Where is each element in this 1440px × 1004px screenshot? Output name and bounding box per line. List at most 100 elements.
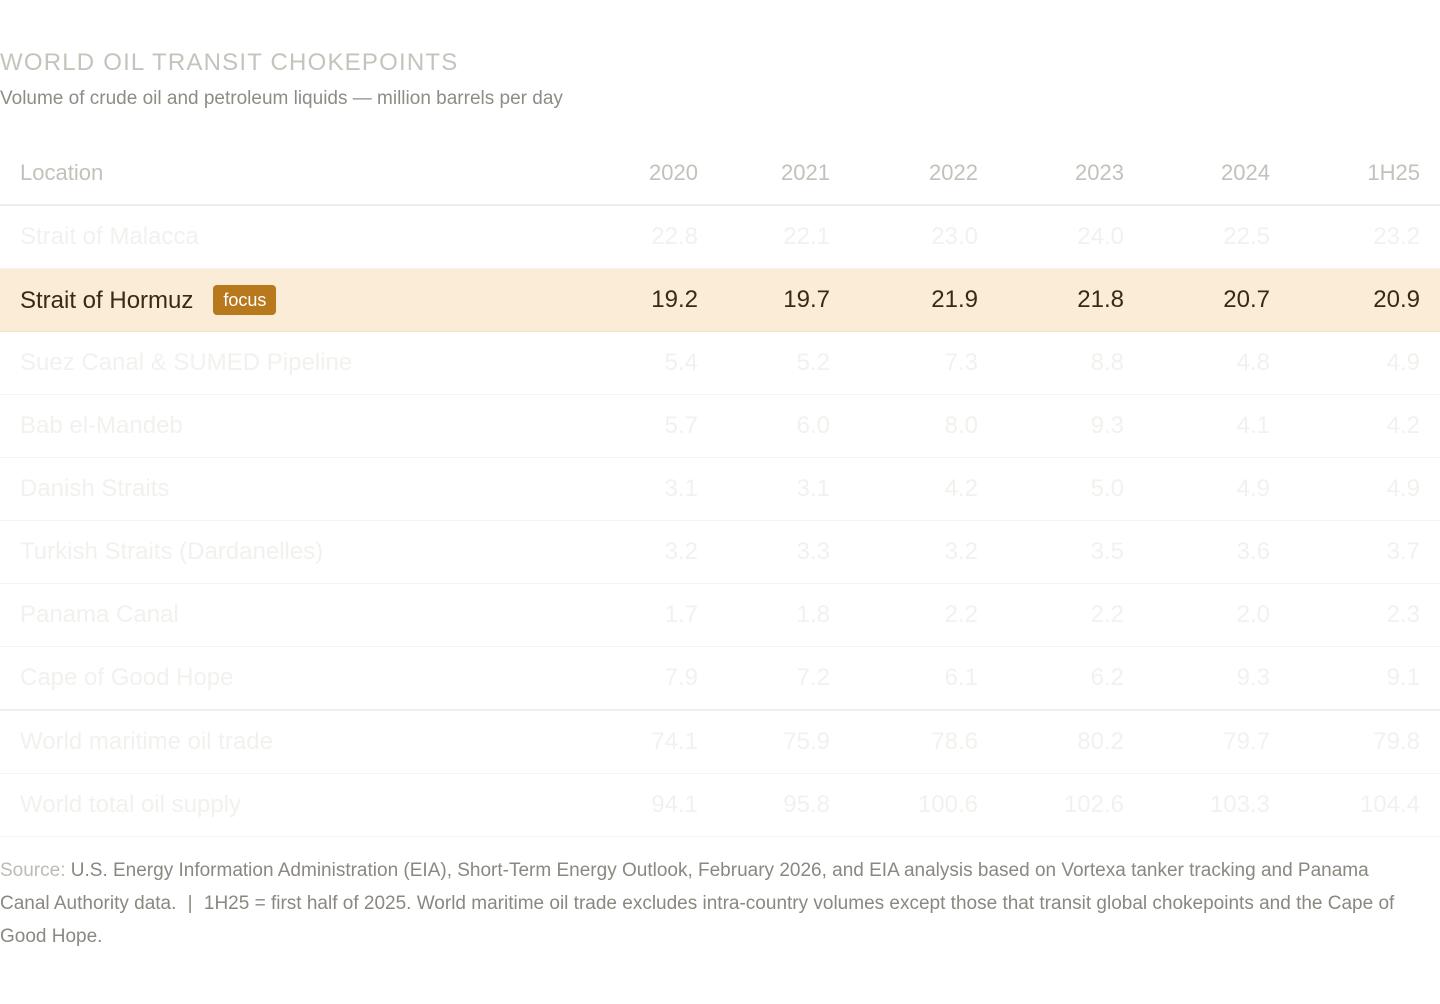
value-cell: 5.2	[718, 331, 850, 395]
value-cell: 8.0	[850, 394, 998, 458]
location-name: Turkish Straits (Dardanelles)	[20, 538, 324, 565]
value-cell: 8.8	[998, 331, 1144, 395]
value-cell: 4.9	[1144, 457, 1290, 521]
location-cell: Strait of Hormuz focus	[0, 268, 580, 332]
value-cell: 3.6	[1144, 520, 1290, 584]
value-cell: 3.1	[718, 457, 850, 521]
focus-badge: focus	[213, 285, 277, 315]
value-cell: 79.7	[1144, 709, 1290, 774]
value-cell: 6.1	[850, 646, 998, 711]
table-row-focus: Strait of Hormuz focus 19.2 19.7 21.9 21.8 20.…	[0, 268, 1440, 332]
value-cell: 2.2	[850, 583, 998, 647]
value-cell: 100.6	[850, 773, 998, 837]
location-name: World maritime oil trade	[20, 728, 273, 755]
value-cell: 4.9	[1290, 457, 1440, 521]
location-cell: World total oil supply	[0, 773, 580, 837]
value-cell: 3.7	[1290, 520, 1440, 584]
value-cell: 1.8	[718, 583, 850, 647]
value-cell: 4.1	[1144, 394, 1290, 458]
value-cell: 5.7	[580, 394, 718, 458]
value-cell: 104.4	[1290, 773, 1440, 837]
column-header-year: 2024	[1144, 142, 1290, 206]
value-cell: 3.5	[998, 520, 1144, 584]
value-cell: 20.9	[1290, 268, 1440, 332]
table-row: Turkish Straits (Dardanelles) 3.2 3.3 3.2 3.…	[0, 520, 1440, 584]
value-cell: 9.3	[998, 394, 1144, 458]
table-row: Bab el-Mandeb 5.7 6.0 8.0 9.3 4.1 4.2	[0, 394, 1440, 458]
footer-separator: |	[187, 893, 193, 914]
value-cell: 2.0	[1144, 583, 1290, 647]
location-name: Strait of Malacca	[20, 223, 199, 250]
table-row: Strait of Malacca 22.8 22.1 23.0 24.0 22.5 23.…	[0, 205, 1440, 269]
value-cell: 2.3	[1290, 583, 1440, 647]
location-name: World total oil supply	[20, 791, 241, 818]
location-cell: Cape of Good Hope	[0, 646, 580, 711]
location-name: Bab el-Mandeb	[20, 412, 183, 439]
value-cell: 4.2	[1290, 394, 1440, 458]
location-cell: Strait of Malacca	[0, 205, 580, 269]
value-cell: 19.2	[580, 268, 718, 332]
source-text: U.S. Energy Information Administration (…	[0, 860, 1369, 914]
value-cell: 3.2	[580, 520, 718, 584]
location-cell: Bab el-Mandeb	[0, 394, 580, 458]
source-label: Source:	[0, 860, 66, 881]
value-cell: 19.7	[718, 268, 850, 332]
location-name: Panama Canal	[20, 601, 179, 628]
column-header-location: Location	[0, 142, 580, 206]
value-cell: 5.4	[580, 331, 718, 395]
value-cell: 3.1	[580, 457, 718, 521]
location-name: Strait of Hormuz	[20, 287, 194, 314]
value-cell: 22.5	[1144, 205, 1290, 269]
value-cell: 4.8	[1144, 331, 1290, 395]
value-cell: 4.9	[1290, 331, 1440, 395]
value-cell: 7.3	[850, 331, 998, 395]
table-row: Panama Canal 1.7 1.8 2.2 2.2 2.0 2.3	[0, 583, 1440, 647]
value-cell: 78.6	[850, 709, 998, 774]
value-cell: 2.2	[998, 583, 1144, 647]
table-row: World maritime oil trade 74.1 75.9 78.6 80.2…	[0, 709, 1440, 774]
value-cell: 23.2	[1290, 205, 1440, 269]
chokepoints-table: Location 2020 2021 2022 2023 2024 1H25 Strait …	[0, 142, 1440, 837]
value-cell: 21.8	[998, 268, 1144, 332]
location-cell: Panama Canal	[0, 583, 580, 647]
chart-title: WORLD OIL TRANSIT CHOKEPOINTS	[0, 49, 459, 76]
location-cell: Turkish Straits (Dardanelles)	[0, 520, 580, 584]
value-cell: 103.3	[1144, 773, 1290, 837]
value-cell: 3.2	[850, 520, 998, 584]
value-cell: 9.1	[1290, 646, 1440, 711]
column-header-year: 1H25	[1290, 142, 1440, 206]
value-cell: 3.3	[718, 520, 850, 584]
column-header-year: 2020	[580, 142, 718, 206]
column-header-year: 2023	[998, 142, 1144, 206]
value-cell: 22.8	[580, 205, 718, 269]
value-cell: 94.1	[580, 773, 718, 837]
value-cell: 23.0	[850, 205, 998, 269]
value-cell: 6.0	[718, 394, 850, 458]
value-cell: 80.2	[998, 709, 1144, 774]
value-cell: 20.7	[1144, 268, 1290, 332]
value-cell: 7.2	[718, 646, 850, 711]
table-row: Suez Canal & SUMED Pipeline 5.4 5.2 7.3 8.8 4…	[0, 331, 1440, 395]
footer-note: 1H25 = first half of 2025. World maritim…	[0, 893, 1395, 947]
table-body: Strait of Malacca 22.8 22.1 23.0 24.0 22.5 23.…	[0, 205, 1440, 837]
value-cell: 22.1	[718, 205, 850, 269]
value-cell: 75.9	[718, 709, 850, 774]
value-cell: 21.9	[850, 268, 998, 332]
column-header-year: 2021	[718, 142, 850, 206]
value-cell: 4.2	[850, 457, 998, 521]
location-name: Suez Canal & SUMED Pipeline	[20, 349, 353, 376]
value-cell: 7.9	[580, 646, 718, 711]
table-row: Cape of Good Hope 7.9 7.2 6.1 6.2 9.3 9.1	[0, 646, 1440, 711]
location-name: Cape of Good Hope	[20, 664, 234, 691]
value-cell: 79.8	[1290, 709, 1440, 774]
value-cell: 74.1	[580, 709, 718, 774]
value-cell: 1.7	[580, 583, 718, 647]
value-cell: 95.8	[718, 773, 850, 837]
value-cell: 5.0	[998, 457, 1144, 521]
table-row: World total oil supply 94.1 95.8 100.6 102.6…	[0, 773, 1440, 837]
value-cell: 102.6	[998, 773, 1144, 837]
source-note: Source: U.S. Energy Information Administ…	[0, 854, 1420, 953]
location-name: Danish Straits	[20, 475, 170, 502]
location-cell: Danish Straits	[0, 457, 580, 521]
table-header-row: Location 2020 2021 2022 2023 2024 1H25	[0, 142, 1440, 206]
